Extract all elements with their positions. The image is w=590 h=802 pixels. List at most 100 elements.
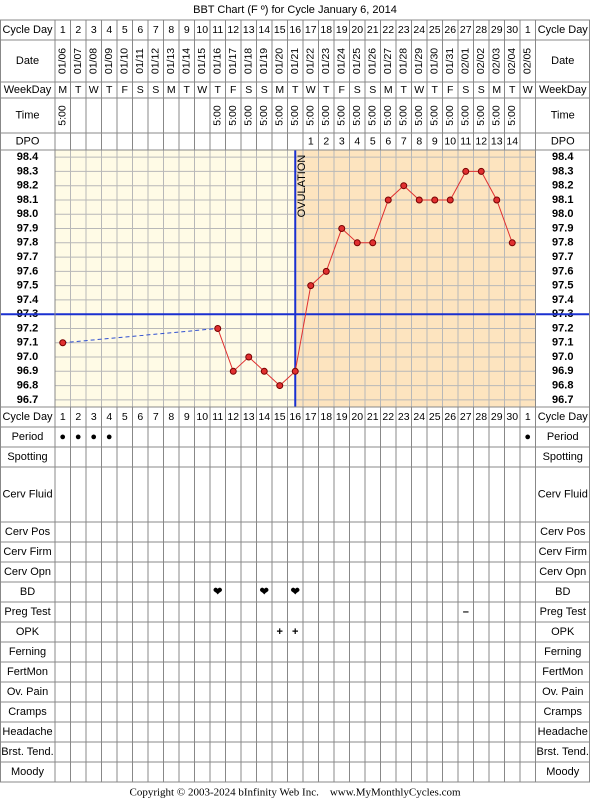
time-cell: 5:00 (398, 105, 410, 126)
weekday-cell: W (414, 84, 424, 96)
weekday-cell: S (137, 84, 144, 96)
row-label: Ov. Pain (542, 686, 583, 698)
y-tick-label: 97.7 (552, 251, 573, 263)
time-cell: 5:00 (491, 105, 503, 126)
time-cell: 5:00 (413, 105, 425, 126)
cell-symbol: + (292, 626, 298, 638)
cycle_day-cell: 17 (305, 411, 317, 423)
cycle_day-cell: 10 (196, 411, 208, 423)
row-label: Cycle Day (2, 24, 53, 36)
cycle_day-cell: 25 (429, 411, 441, 423)
cycle_day-cell: 7 (153, 411, 159, 423)
row-label: Cerv Pos (5, 526, 51, 538)
cycle_day-cell: 7 (153, 24, 159, 36)
time-cell: 5:00 (367, 105, 379, 126)
dpo-cell: 1 (308, 135, 314, 147)
date-cell: 01/23 (320, 48, 332, 74)
time-cell: 5:00 (351, 105, 363, 126)
weekday-cell: S (245, 84, 252, 96)
temperature-point (276, 382, 284, 390)
temperature-point (307, 282, 315, 290)
cycle_day-cell: 16 (289, 411, 301, 423)
date-cell: 01/11 (134, 48, 146, 74)
row-label: Cerv Fluid (2, 488, 52, 500)
cycle_day-cell: 28 (475, 411, 487, 423)
date-cell: 01/13 (165, 48, 177, 74)
weekday-cell: T (215, 84, 222, 96)
cycle_day-cell: 2 (75, 24, 81, 36)
temperature-point (214, 324, 222, 332)
cycle_day-cell: 21 (367, 24, 379, 36)
temperature-point (59, 339, 67, 347)
dpo-cell: 14 (506, 135, 518, 147)
temperature-point (338, 225, 346, 233)
dpo-cell: 13 (491, 135, 503, 147)
row-label: Time (15, 109, 39, 121)
date-cell: 01/20 (274, 48, 286, 74)
cell-symbol: ❤ (291, 586, 300, 598)
weekday-cell: T (106, 84, 113, 96)
weekday-cell: F (122, 84, 128, 96)
row-label: Date (16, 55, 39, 67)
cycle_day-cell: 22 (382, 24, 394, 36)
date-cell: 01/27 (382, 48, 394, 74)
temperature-point (415, 196, 423, 204)
row-label: DPO (551, 135, 575, 147)
weekday-cell: W (523, 84, 533, 96)
cycle_day-cell: 11 (212, 24, 223, 36)
cycle_day-cell: 26 (444, 24, 456, 36)
row-label: Date (551, 55, 574, 67)
row-label: Cerv Pos (540, 526, 586, 538)
cycle_day-cell: 19 (336, 24, 348, 36)
date-cell: 01/07 (72, 48, 84, 74)
y-tick-label: 98.4 (17, 151, 39, 163)
date-cell: 01/18 (243, 48, 255, 74)
weekday-cell: S (261, 84, 268, 96)
cycle_day-cell: 20 (351, 24, 363, 36)
row-label: Preg Test (4, 606, 50, 618)
weekday-cell: F (339, 84, 345, 96)
cell-symbol: ● (75, 431, 82, 443)
weekday-cell: T (432, 84, 439, 96)
cycle_day-cell: 17 (305, 24, 317, 36)
cycle_day-cell: 29 (491, 24, 503, 36)
time-cell: 5:00 (506, 105, 518, 126)
date-cell: 01/19 (258, 48, 270, 74)
temperature-point (229, 367, 237, 375)
cycle_day-cell: 19 (336, 411, 348, 423)
weekday-cell: T (184, 84, 191, 96)
weekday-cell: W (306, 84, 316, 96)
dpo-cell: 4 (354, 135, 360, 147)
y-tick-label: 98.1 (17, 194, 38, 206)
cycle_day-cell: 14 (258, 411, 270, 423)
weekday-cell: T (75, 84, 82, 96)
row-label: Moody (546, 766, 580, 778)
dpo-cell: 10 (444, 135, 456, 147)
weekday-cell: M (167, 84, 176, 96)
temperature-point (291, 367, 299, 375)
y-tick-label: 97.0 (552, 351, 573, 363)
cycle_day-cell: 8 (168, 24, 174, 36)
y-tick-label: 98.0 (17, 208, 38, 220)
weekday-cell: T (401, 84, 408, 96)
y-tick-label: 96.9 (17, 365, 38, 377)
y-tick-label: 97.9 (17, 222, 38, 234)
cell-symbol: ❤ (260, 586, 269, 598)
temperature-point (400, 182, 408, 190)
cycle_day-cell: 2 (75, 411, 81, 423)
row-label: Cerv Firm (539, 546, 587, 558)
temperature-point (322, 267, 330, 275)
cycle_day-cell: 12 (227, 24, 239, 36)
weekday-cell: W (89, 84, 99, 96)
weekday-cell: S (354, 84, 361, 96)
row-label: Headache (2, 726, 52, 738)
date-cell: 01/25 (351, 48, 363, 74)
cell-symbol: ● (59, 431, 66, 443)
cycle_day-cell: 13 (243, 411, 255, 423)
row-label: DPO (16, 135, 40, 147)
row-label: Period (547, 431, 579, 443)
cycle_day-cell: 5 (122, 411, 128, 423)
cycle_day-cell: 1 (60, 411, 66, 423)
date-cell: 01/10 (119, 48, 131, 74)
date-cell: 01/12 (150, 48, 162, 74)
